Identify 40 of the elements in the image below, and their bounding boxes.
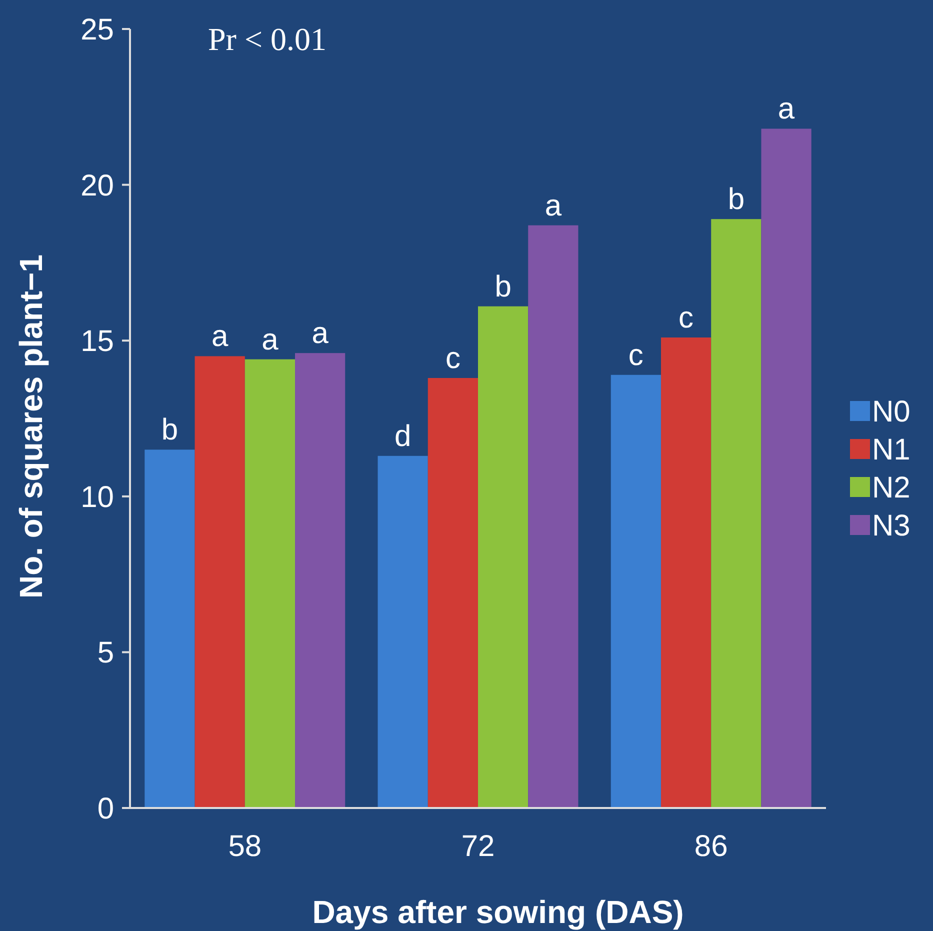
bar: [761, 128, 812, 808]
y-tick-label: 5: [97, 636, 114, 670]
bar: [711, 219, 762, 808]
x-axis-title: Days after sowing (DAS): [312, 894, 684, 930]
legend-label: N1: [872, 434, 910, 466]
y-axis-title: No. of squares plant−1: [13, 254, 49, 599]
bar: [244, 359, 296, 808]
y-tick-label: 25: [80, 14, 114, 46]
data-label: a: [312, 317, 329, 350]
bar: [378, 456, 428, 808]
data-label: b: [728, 183, 745, 216]
x-tick-label: 86: [694, 830, 728, 863]
bar: [610, 374, 661, 808]
data-label: a: [262, 323, 279, 356]
data-label: b: [161, 414, 178, 447]
data-label: a: [211, 320, 228, 354]
bar: [144, 450, 195, 808]
x-tick-label: 72: [461, 830, 495, 863]
x-tick-label: 58: [228, 830, 262, 863]
legend-label: N3: [872, 510, 910, 542]
y-tick-label: 10: [80, 480, 114, 514]
data-label: a: [778, 92, 795, 126]
legend-label: N2: [872, 472, 910, 504]
bar: [295, 353, 346, 808]
bar: [528, 225, 578, 808]
bar: [478, 306, 528, 808]
annotation: Pr < 0.01: [208, 21, 326, 57]
data-label: c: [678, 301, 694, 334]
data-label: b: [494, 270, 512, 304]
bar: [428, 378, 478, 808]
data-label: d: [394, 420, 412, 453]
y-tick-label: 15: [80, 325, 114, 358]
data-label: c: [445, 342, 460, 375]
bar: [194, 356, 245, 808]
bar: [660, 337, 712, 808]
data-label: c: [628, 338, 644, 372]
y-tick-label: 0: [97, 792, 114, 826]
y-tick-label: 20: [80, 169, 114, 202]
legend-label: N0: [872, 396, 910, 428]
data-label: a: [544, 189, 562, 222]
